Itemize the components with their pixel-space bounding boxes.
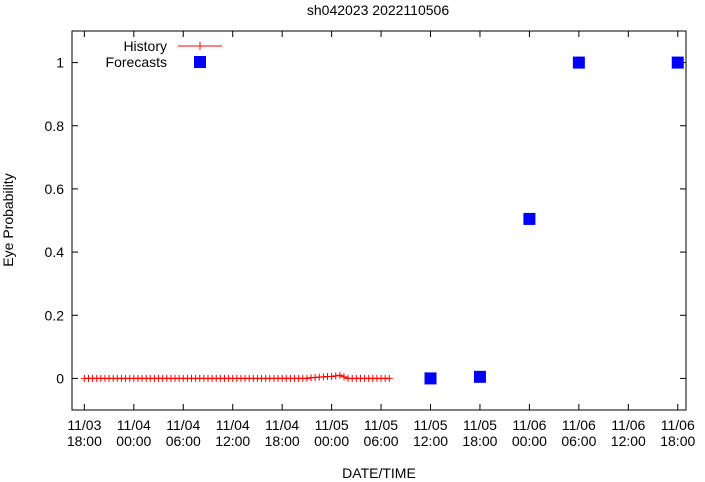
x-tick-label-date: 11/04 <box>265 417 299 433</box>
y-axis: 0 0.2 0.4 0.6 0.8 1 <box>45 55 686 386</box>
x-tick-label-time: 12:00 <box>413 433 448 449</box>
x-tick-label-time: 06:00 <box>166 433 201 449</box>
history-point <box>328 373 336 381</box>
legend-history-marker <box>196 42 204 50</box>
history-point <box>332 372 340 380</box>
legend-label-history: History <box>123 38 167 54</box>
x-tick-label-date: 11/04 <box>166 417 200 433</box>
legend-forecasts-marker <box>194 56 206 68</box>
x-tick-label-date: 11/03 <box>67 417 101 433</box>
chart-title: sh042023 2022110506 <box>307 2 449 18</box>
forecast-point <box>572 56 585 69</box>
x-tick-label-date: 11/06 <box>562 417 596 433</box>
y-axis-label: Eye Probability <box>0 173 16 266</box>
x-tick-label-time: 06:00 <box>561 433 596 449</box>
y-tick-label: 0.6 <box>45 181 65 197</box>
forecast-point <box>424 372 437 385</box>
y-tick-label: 0.2 <box>45 307 65 323</box>
x-tick-label-date: 11/05 <box>463 417 497 433</box>
forecast-point <box>473 370 486 383</box>
y-tick-label: 1 <box>56 55 64 71</box>
history-point <box>340 373 348 381</box>
y-tick-label: 0 <box>56 370 64 386</box>
x-axis: 11/0318:0011/0400:0011/0406:0011/0412:00… <box>67 31 695 449</box>
x-tick-label-date: 11/04 <box>216 417 250 433</box>
plot-frame <box>71 30 687 411</box>
x-tick-label-date: 11/06 <box>512 417 546 433</box>
history-point <box>303 374 311 382</box>
forecast-point <box>523 212 536 225</box>
x-tick-label-time: 12:00 <box>215 433 250 449</box>
forecast-point <box>671 56 684 69</box>
x-axis-label: DATE/TIME <box>342 465 416 481</box>
y-tick-label: 0.8 <box>45 118 65 134</box>
history-point <box>336 371 344 379</box>
forecast-series <box>424 56 684 385</box>
x-tick-label-time: 18:00 <box>67 433 102 449</box>
x-tick-label-time: 00:00 <box>512 433 547 449</box>
legend: History Forecasts <box>106 38 222 70</box>
x-tick-label-time: 18:00 <box>660 433 695 449</box>
x-tick-label-time: 06:00 <box>364 433 399 449</box>
x-tick-label-time: 00:00 <box>116 433 151 449</box>
x-tick-label-date: 11/04 <box>117 417 151 433</box>
history-point <box>385 374 393 382</box>
x-tick-label-date: 11/05 <box>315 417 349 433</box>
x-tick-label-time: 12:00 <box>611 433 646 449</box>
x-tick-label-date: 11/06 <box>611 417 645 433</box>
x-tick-label-date: 11/05 <box>414 417 448 433</box>
x-tick-label-date: 11/06 <box>661 417 695 433</box>
history-series <box>80 371 393 382</box>
legend-label-forecasts: Forecasts <box>106 54 167 70</box>
x-tick-label-time: 00:00 <box>314 433 349 449</box>
y-tick-label: 0.4 <box>45 244 65 260</box>
x-tick-label-date: 11/05 <box>364 417 398 433</box>
x-tick-label-time: 18:00 <box>462 433 497 449</box>
x-tick-label-time: 18:00 <box>265 433 300 449</box>
